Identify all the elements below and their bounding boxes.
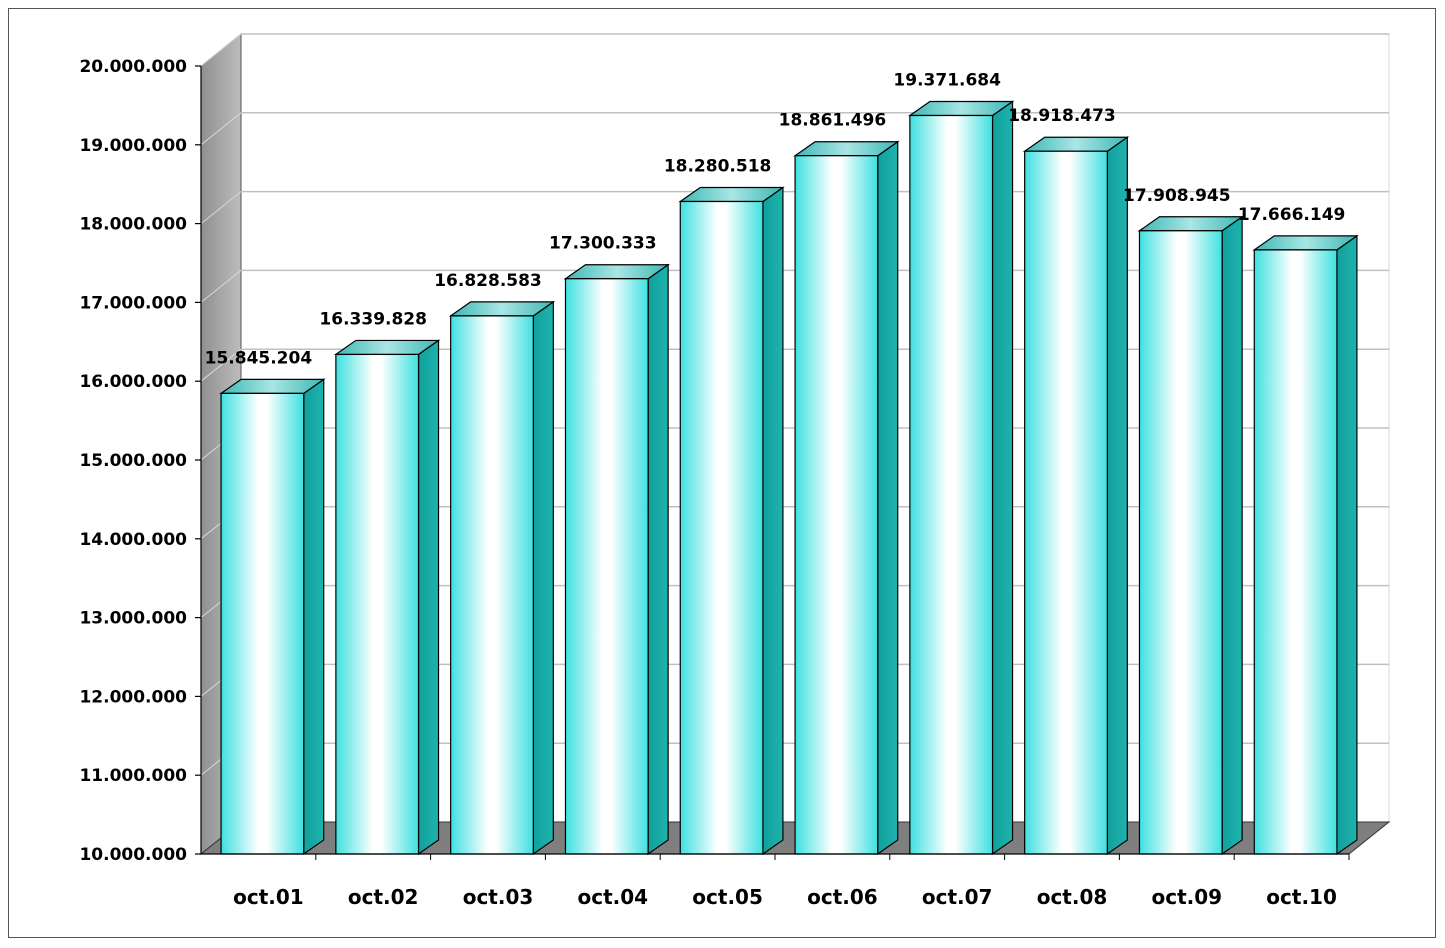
bar-front <box>335 353 420 855</box>
side-gridline <box>200 33 242 67</box>
bar-front <box>1253 249 1338 855</box>
bar-front <box>794 155 879 855</box>
data-label: 19.371.684 <box>893 71 1001 91</box>
bar <box>678 186 785 856</box>
bars <box>219 100 1359 856</box>
x-tick-label: oct.02 <box>348 885 419 909</box>
side-gridline <box>200 348 242 382</box>
bar-front <box>909 114 994 855</box>
y-tick-label: 16.000.000 <box>79 372 187 392</box>
bar-side <box>1336 234 1358 856</box>
bar-side <box>991 100 1014 856</box>
data-label: 18.918.473 <box>1008 106 1116 126</box>
y-tick-label: 13.000.000 <box>79 609 187 629</box>
y-tick-label: 11.000.000 <box>79 766 187 786</box>
bar-front <box>564 278 649 855</box>
data-labels: 15.845.204 16.339.828 16.828.583 17.300.333… <box>205 71 1346 369</box>
bar <box>907 100 1015 856</box>
side-gridline <box>200 270 242 303</box>
data-label: 17.908.945 <box>1123 186 1231 206</box>
x-axis: oct.01 oct.02 oct.03 oct.04 oct.05 oct.06 oct.… <box>201 853 1350 909</box>
side-gridline <box>200 112 242 146</box>
bar-front <box>679 200 764 855</box>
data-label: 16.339.828 <box>319 309 427 329</box>
bar <box>1022 136 1130 856</box>
bar <box>219 378 326 856</box>
x-tick-label: oct.06 <box>807 885 878 909</box>
bar <box>563 263 671 856</box>
data-label: 16.828.583 <box>434 271 542 291</box>
y-tick-label: 12.000.000 <box>79 687 187 707</box>
bar-side <box>417 339 440 856</box>
data-label: 18.861.496 <box>779 111 887 131</box>
side-gridline <box>200 191 242 224</box>
data-label: 17.666.149 <box>1238 205 1346 225</box>
x-tick-label: oct.09 <box>1152 885 1223 909</box>
y-tick-label: 15.000.000 <box>79 451 187 471</box>
bar <box>1252 234 1359 856</box>
data-label: 18.280.518 <box>664 156 772 176</box>
x-tick-label: oct.04 <box>578 885 649 909</box>
bar <box>1137 215 1245 856</box>
bar-side <box>1106 136 1128 856</box>
bar-side <box>303 378 325 856</box>
bar <box>448 300 556 856</box>
y-tick-label: 10.000.000 <box>79 845 187 865</box>
bar-front <box>1024 150 1108 855</box>
y-axis: 10.000.000 11.000.000 12.000.000 13.000.000… <box>79 57 202 865</box>
x-tick-label: oct.05 <box>692 885 763 909</box>
data-label: 17.300.333 <box>549 234 657 254</box>
x-tick-label: oct.08 <box>1037 885 1108 909</box>
y-tick-label: 20.000.000 <box>79 57 187 77</box>
bar <box>793 140 900 856</box>
y-tick-label: 17.000.000 <box>79 293 187 313</box>
bar-side <box>1221 215 1243 856</box>
x-tick-label: oct.03 <box>463 885 534 909</box>
bar-side <box>647 263 669 856</box>
bar-side <box>877 140 899 856</box>
data-label: 15.845.204 <box>205 348 313 368</box>
x-tick-label: oct.01 <box>233 885 304 909</box>
chart-frame: 10.000.000 11.000.000 12.000.000 13.000.000… <box>8 8 1436 938</box>
x-tick-label: oct.10 <box>1266 885 1337 909</box>
bar-front <box>1138 230 1223 855</box>
bar <box>333 339 441 856</box>
bar-front <box>450 315 534 855</box>
bar-side <box>532 300 554 856</box>
bar-side <box>762 186 784 856</box>
y-tick-label: 18.000.000 <box>79 215 187 235</box>
y-tick-label: 19.000.000 <box>79 136 187 156</box>
bar-chart: 10.000.000 11.000.000 12.000.000 13.000.000… <box>79 32 1391 909</box>
y-tick-label: 14.000.000 <box>79 530 187 550</box>
x-tick-label: oct.07 <box>922 885 993 909</box>
bar-front <box>220 392 305 855</box>
